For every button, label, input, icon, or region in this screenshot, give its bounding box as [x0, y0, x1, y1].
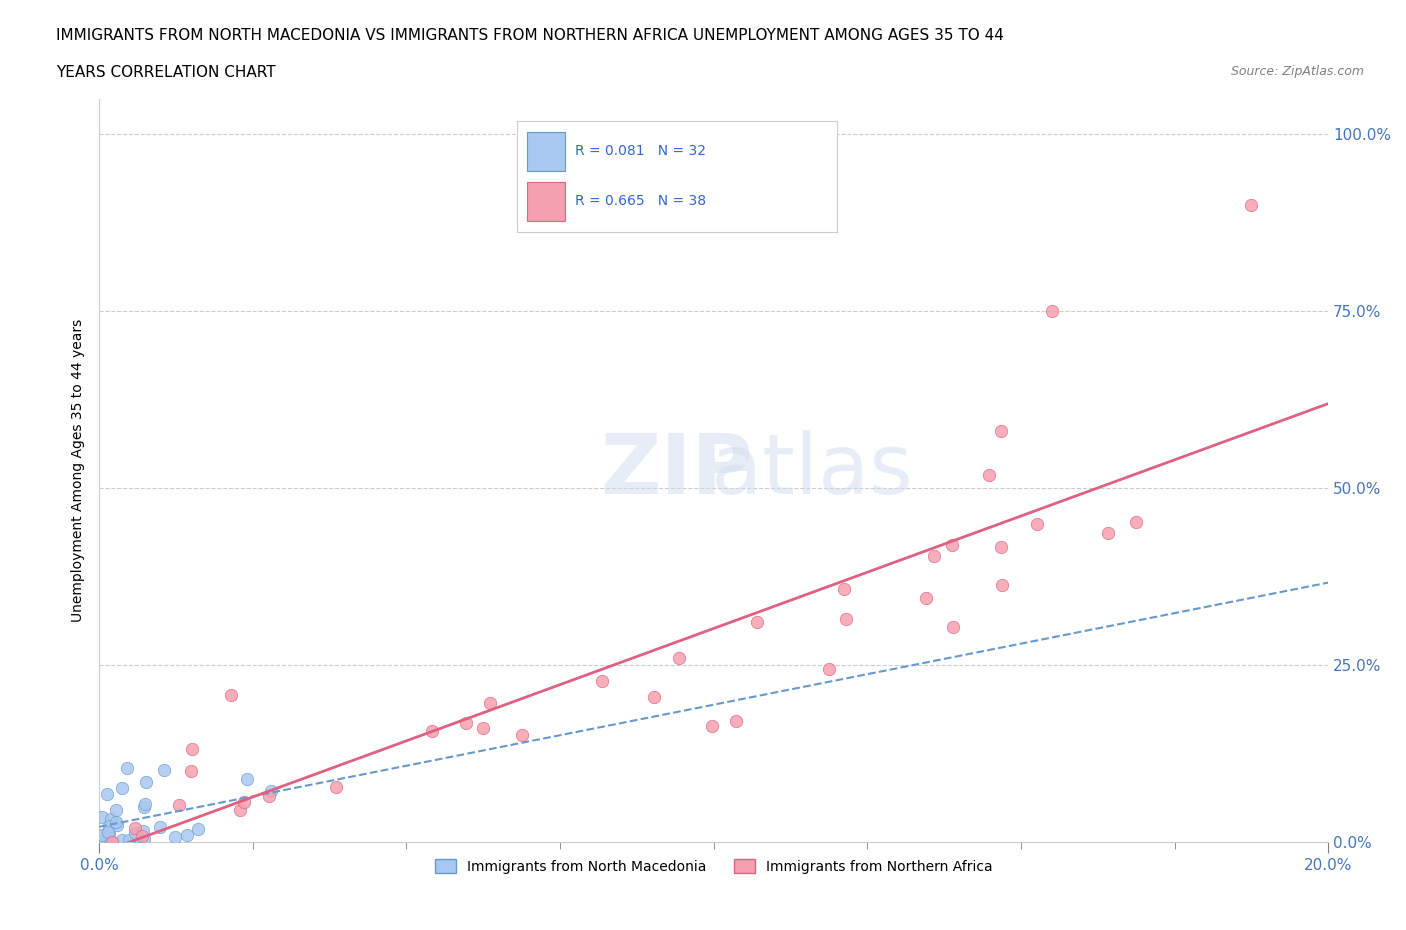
- Point: [105, 817, 128, 832]
- Point: [163, 830, 186, 844]
- Point: [97, 825, 120, 840]
- Point: [180, 764, 202, 778]
- Point: [134, 797, 156, 812]
- Point: [187, 822, 209, 837]
- Point: [1125, 514, 1147, 529]
- Point: [96, 832, 118, 847]
- Point: [132, 824, 155, 839]
- Point: [131, 829, 153, 844]
- Point: [977, 468, 1000, 483]
- Text: atlas: atlas: [711, 430, 912, 511]
- Point: [124, 826, 146, 841]
- Point: [91, 833, 114, 848]
- Point: [643, 689, 665, 704]
- Point: [91, 828, 114, 843]
- Point: [818, 661, 841, 676]
- Point: [835, 611, 858, 626]
- Point: [260, 783, 283, 798]
- Point: [134, 831, 156, 846]
- Point: [96, 787, 118, 802]
- Point: [132, 799, 155, 814]
- Text: ZIP: ZIP: [600, 430, 754, 511]
- Point: [471, 721, 494, 736]
- Y-axis label: Unemployment Among Ages 35 to 44 years: Unemployment Among Ages 35 to 44 years: [72, 319, 86, 622]
- Point: [153, 763, 176, 777]
- Point: [325, 779, 347, 794]
- Point: [180, 742, 202, 757]
- Point: [98, 827, 121, 842]
- Point: [105, 815, 128, 830]
- Point: [100, 811, 122, 826]
- Point: [167, 797, 190, 812]
- Point: [96, 827, 118, 842]
- Point: [922, 548, 945, 563]
- Legend: Immigrants from North Macedonia, Immigrants from Northern Africa: Immigrants from North Macedonia, Immigra…: [429, 854, 998, 880]
- Text: Source: ZipAtlas.com: Source: ZipAtlas.com: [1230, 65, 1364, 78]
- Point: [915, 591, 938, 605]
- Point: [125, 830, 148, 844]
- Point: [118, 832, 141, 847]
- Point: [702, 718, 724, 733]
- Text: YEARS CORRELATION CHART: YEARS CORRELATION CHART: [56, 65, 276, 80]
- Point: [724, 713, 747, 728]
- Point: [1026, 517, 1049, 532]
- Point: [98, 833, 121, 848]
- Point: [747, 615, 769, 630]
- Point: [942, 619, 965, 634]
- Point: [991, 578, 1014, 592]
- Point: [990, 424, 1012, 439]
- Point: [1097, 525, 1119, 540]
- Point: [1040, 303, 1063, 318]
- Point: [233, 794, 256, 809]
- Point: [135, 775, 157, 790]
- Point: [100, 834, 122, 849]
- Point: [420, 724, 443, 738]
- Point: [1240, 197, 1263, 212]
- Point: [257, 789, 280, 804]
- Text: IMMIGRANTS FROM NORTH MACEDONIA VS IMMIGRANTS FROM NORTHERN AFRICA UNEMPLOYMENT : IMMIGRANTS FROM NORTH MACEDONIA VS IMMIG…: [56, 28, 1004, 43]
- Point: [229, 803, 252, 817]
- Point: [115, 760, 138, 775]
- Point: [236, 771, 259, 786]
- Point: [176, 828, 198, 843]
- Point: [111, 833, 134, 848]
- Point: [941, 538, 963, 552]
- Point: [219, 687, 242, 702]
- Point: [834, 581, 856, 596]
- Point: [124, 820, 146, 835]
- Point: [510, 728, 533, 743]
- Point: [668, 651, 690, 666]
- Point: [105, 803, 128, 817]
- Point: [591, 673, 613, 688]
- Point: [91, 810, 114, 825]
- Point: [149, 820, 172, 835]
- Point: [456, 716, 478, 731]
- Point: [110, 780, 132, 795]
- Point: [990, 539, 1012, 554]
- Point: [478, 696, 501, 711]
- Point: [98, 818, 121, 833]
